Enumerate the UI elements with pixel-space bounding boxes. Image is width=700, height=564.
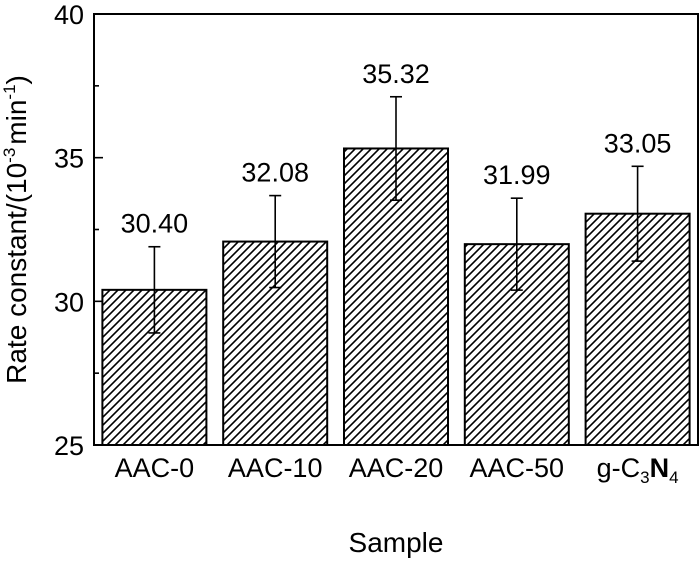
y-axis-title: Rate constant/(10-3min-1): [0, 75, 32, 384]
y-tick-label: 30: [54, 287, 84, 317]
category-label: AAC-0: [115, 453, 195, 483]
y-tick-label: 40: [54, 0, 84, 30]
y-tick-label: 35: [54, 144, 84, 174]
y-tick-label: 25: [54, 431, 84, 461]
data-label: 35.32: [362, 59, 430, 89]
category-label: g-C3N4: [597, 453, 679, 487]
data-label: 31.99: [483, 160, 551, 190]
data-label: 33.05: [604, 128, 672, 158]
category-label: AAC-50: [470, 453, 565, 483]
data-label: 32.08: [241, 158, 309, 188]
category-label: AAC-10: [228, 453, 323, 483]
data-label: 30.40: [121, 209, 189, 239]
x-axis-title: Sample: [349, 527, 444, 558]
category-label: AAC-20: [349, 453, 444, 483]
